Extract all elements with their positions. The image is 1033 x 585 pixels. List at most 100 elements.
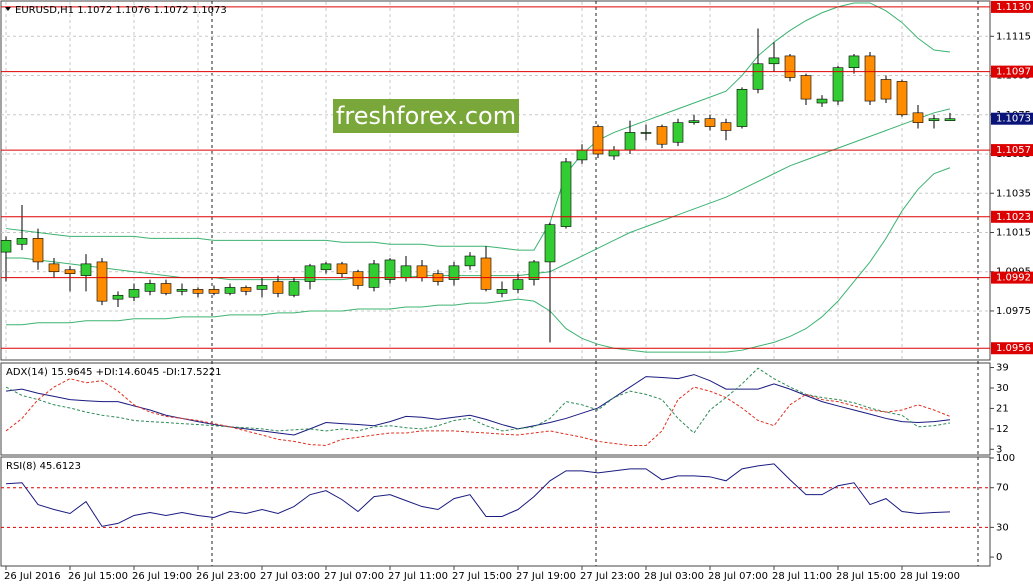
y-tick-label: 30	[996, 522, 1009, 533]
watermark-box	[333, 99, 519, 133]
candle-body	[816, 98, 828, 104]
y-tick-label: 1.0975	[996, 306, 1031, 317]
candle-body	[528, 261, 540, 280]
x-tick-label: 27 Jul 23:00	[580, 571, 640, 582]
current-price-box	[991, 112, 1033, 125]
main-panel-frame	[0, 0, 991, 361]
candle-body	[320, 263, 332, 271]
x-tick-label: 28 Jul 11:00	[772, 571, 832, 582]
candle-body	[176, 289, 188, 292]
candle-body	[48, 263, 60, 273]
y-tick-label: 21	[996, 403, 1009, 414]
level-label: 1.0956	[996, 343, 1031, 354]
candle-body	[912, 112, 924, 123]
candle-body	[656, 126, 668, 145]
x-tick-label: 27 Jul 15:00	[452, 571, 512, 582]
level-label: 1.1130	[996, 2, 1031, 13]
candle-body	[368, 263, 380, 288]
panel-title: RSI(8) 45.6123	[6, 461, 81, 472]
level-label-box	[991, 342, 1033, 355]
candle-body	[240, 287, 252, 292]
candle-body	[752, 63, 764, 90]
candle-body	[688, 120, 700, 123]
y-tick-label: 70	[996, 483, 1009, 494]
candle-body	[560, 161, 572, 227]
indicator-line	[5, 378, 951, 446]
candle-body	[336, 263, 348, 274]
panel-title: ADX(14) 15.9645 +DI:14.6045 -DI:17.5221	[6, 367, 222, 378]
candle-body	[448, 265, 460, 280]
x-tick-label: 27 Jul 03:00	[260, 571, 320, 582]
watermark: freshforex.com	[336, 102, 516, 130]
candle-body	[496, 289, 508, 294]
current-price-label: 1.1073	[996, 114, 1031, 125]
x-tick-label: 27 Jul 07:00	[324, 571, 384, 582]
candle-body	[144, 283, 156, 292]
x-tick-label: 28 Jul 03:00	[644, 571, 704, 582]
candle-body	[160, 283, 172, 294]
candle-body	[576, 149, 588, 161]
candle-body	[208, 289, 220, 294]
candle-body	[400, 265, 412, 278]
x-tick-label: 26 Jul 15:00	[68, 571, 128, 582]
level-label: 1.1057	[996, 145, 1031, 156]
candle-body	[288, 281, 300, 296]
candle-body	[224, 287, 236, 294]
candle-body	[416, 265, 428, 278]
level-label-box	[991, 65, 1033, 78]
y-tick-label: 1.1015	[996, 227, 1031, 238]
candle-body	[848, 55, 860, 68]
candle-body	[800, 75, 812, 100]
candle-body	[304, 265, 316, 282]
candle-body	[0, 240, 12, 253]
candle-body	[928, 118, 940, 121]
candle-body	[720, 122, 732, 131]
indicator-line	[5, 374, 951, 436]
candle-body	[832, 67, 844, 102]
x-tick-label: 28 Jul 07:00	[708, 571, 768, 582]
y-tick-label: 0	[996, 552, 1002, 563]
symbol-marker	[5, 7, 11, 11]
y-tick-label: 30	[996, 383, 1009, 394]
y-tick-label: 100	[996, 453, 1015, 464]
candle-body	[784, 55, 796, 78]
candle-body	[256, 285, 268, 290]
candle-body	[80, 263, 92, 276]
x-tick-label: 26 Jul 19:00	[132, 571, 192, 582]
candle-body	[352, 271, 364, 286]
x-tick-label: 28 Jul 19:00	[900, 571, 960, 582]
level-label: 1.1023	[996, 212, 1031, 223]
candle-body	[592, 126, 604, 155]
adx-panel-frame	[0, 362, 991, 456]
y-tick-label: 1.1115	[996, 31, 1031, 42]
level-label: 1.1097	[996, 67, 1031, 78]
level-label-box	[991, 210, 1033, 223]
candle-body	[64, 269, 76, 274]
candle-body	[624, 132, 636, 151]
candle-body	[768, 57, 780, 65]
bollinger-band	[6, 167, 951, 353]
candle-body	[384, 259, 396, 280]
candle-body	[704, 118, 716, 127]
bollinger-band	[6, 108, 951, 281]
candle-body	[112, 294, 124, 300]
candle-body	[464, 255, 476, 267]
x-tick-label: 27 Jul 19:00	[516, 571, 576, 582]
level-label: 1.0992	[996, 273, 1031, 284]
candle-body	[640, 132, 652, 134]
candle-body	[736, 88, 748, 127]
indicator-line	[5, 367, 951, 434]
candle-body	[864, 55, 876, 102]
candle-body	[272, 281, 284, 294]
y-tick-label: 12	[996, 424, 1009, 435]
candle-body	[608, 149, 620, 157]
y-tick-label: 39	[996, 363, 1009, 374]
candle-body	[480, 257, 492, 290]
candle-body	[544, 224, 556, 263]
candle-body	[192, 289, 204, 294]
x-tick-label: 26 Jul 23:00	[196, 571, 256, 582]
chart-title: EURUSD,H1 1.1072 1.1076 1.1072 1.1073	[15, 5, 227, 16]
candle-body	[96, 261, 108, 302]
level-label-box	[991, 0, 1033, 13]
